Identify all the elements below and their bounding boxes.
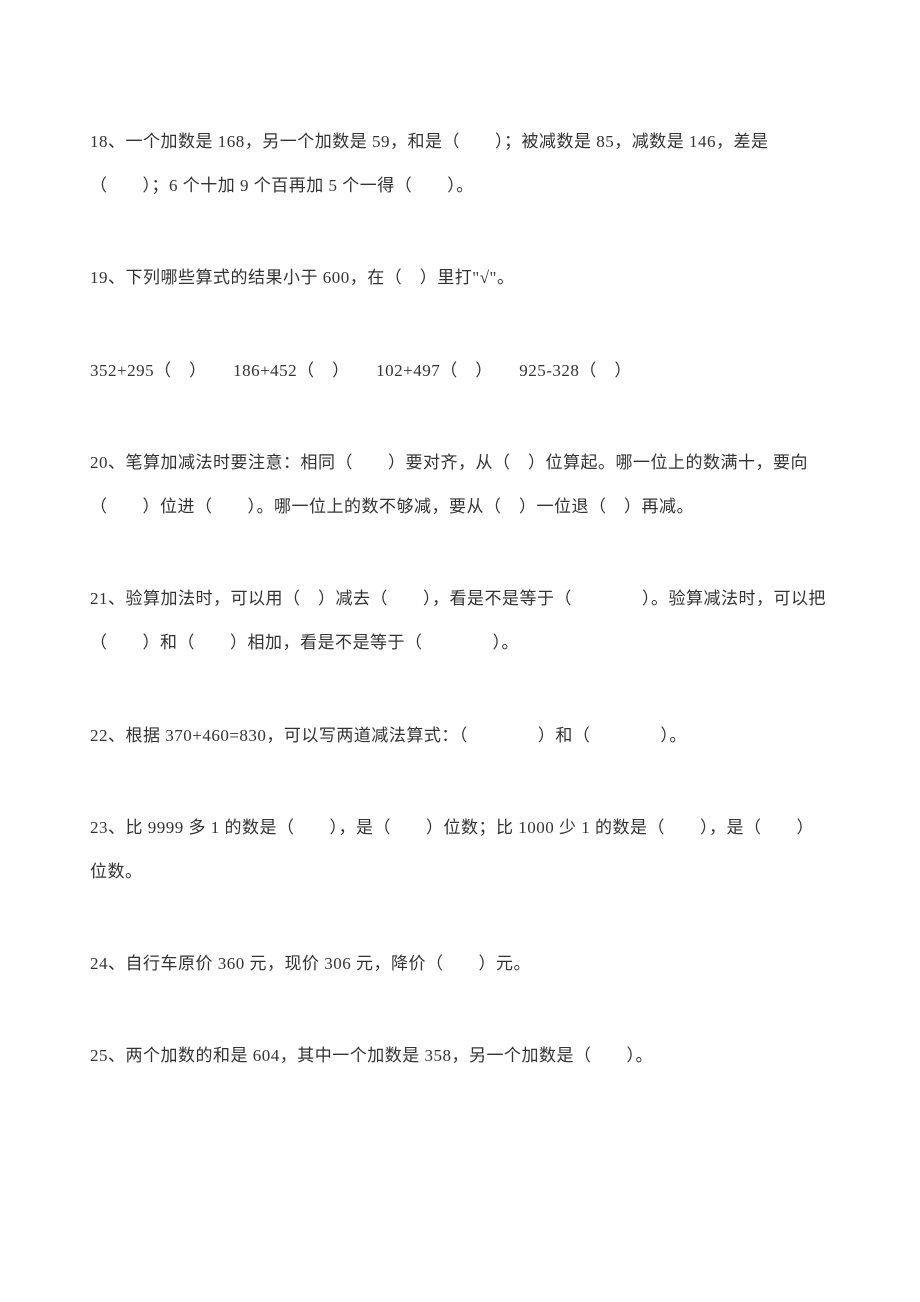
question-25: 25、两个加数的和是 604，其中一个加数是 358，另一个加数是（ ）。 [90, 1034, 830, 1078]
question-24: 24、自行车原价 360 元，现价 306 元，降价（ ）元。 [90, 942, 830, 986]
question-18: 18、一个加数是 168，另一个加数是 59，和是（ ）；被减数是 85，减数是… [90, 120, 830, 208]
question-21: 21、验算加法时，可以用（ ）减去（ ），看是不是等于（ ）。验算减法时，可以把… [90, 577, 830, 665]
question-22: 22、根据 370+460=830，可以写两道减法算式：（ ）和（ ）。 [90, 714, 830, 758]
question-19-options: 352+295（ ） 186+452（ ） 102+497（ ） 925-328… [90, 349, 830, 393]
question-20: 20、笔算加减法时要注意：相同（ ）要对齐，从（ ）位算起。哪一位上的数满十，要… [90, 441, 830, 529]
question-19: 19、下列哪些算式的结果小于 600，在（ ）里打"√"。 [90, 256, 830, 300]
question-23: 23、比 9999 多 1 的数是（ ），是（ ）位数；比 1000 少 1 的… [90, 806, 830, 894]
